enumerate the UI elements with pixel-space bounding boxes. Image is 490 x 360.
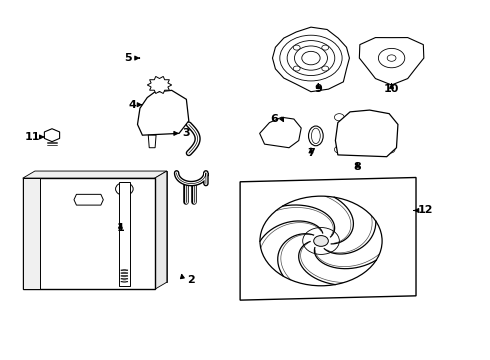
Circle shape bbox=[273, 124, 295, 139]
Polygon shape bbox=[148, 135, 156, 148]
Circle shape bbox=[334, 146, 344, 153]
Text: 4: 4 bbox=[129, 100, 137, 110]
Text: 11: 11 bbox=[24, 132, 40, 142]
Polygon shape bbox=[74, 194, 103, 205]
Circle shape bbox=[116, 183, 133, 195]
Text: 2: 2 bbox=[187, 275, 195, 285]
Ellipse shape bbox=[355, 126, 379, 141]
Text: 12: 12 bbox=[418, 206, 434, 216]
Polygon shape bbox=[147, 76, 172, 94]
Text: 1: 1 bbox=[117, 224, 124, 233]
Circle shape bbox=[294, 46, 327, 70]
Circle shape bbox=[278, 127, 291, 136]
Text: 9: 9 bbox=[315, 84, 322, 94]
Text: 5: 5 bbox=[124, 53, 131, 63]
Circle shape bbox=[314, 235, 328, 246]
Circle shape bbox=[302, 51, 320, 65]
Circle shape bbox=[310, 233, 332, 249]
Circle shape bbox=[303, 228, 340, 255]
Polygon shape bbox=[45, 129, 60, 141]
Ellipse shape bbox=[312, 128, 320, 144]
Text: 10: 10 bbox=[384, 84, 399, 94]
Circle shape bbox=[334, 114, 344, 121]
Polygon shape bbox=[23, 171, 167, 178]
Circle shape bbox=[387, 55, 396, 61]
Circle shape bbox=[294, 66, 300, 71]
Text: 7: 7 bbox=[307, 148, 315, 158]
Circle shape bbox=[154, 81, 165, 89]
Circle shape bbox=[322, 66, 329, 71]
Circle shape bbox=[294, 45, 300, 50]
Text: 8: 8 bbox=[353, 162, 361, 172]
Polygon shape bbox=[272, 27, 349, 92]
Ellipse shape bbox=[309, 126, 323, 146]
Circle shape bbox=[385, 146, 395, 153]
Circle shape bbox=[378, 48, 405, 68]
Circle shape bbox=[322, 45, 329, 50]
Circle shape bbox=[287, 41, 335, 76]
Ellipse shape bbox=[351, 123, 383, 144]
Polygon shape bbox=[35, 171, 167, 282]
Bar bbox=[23, 178, 155, 289]
Bar bbox=[23, 178, 40, 289]
Polygon shape bbox=[138, 90, 189, 135]
Polygon shape bbox=[359, 37, 424, 85]
Text: 3: 3 bbox=[183, 129, 190, 138]
Polygon shape bbox=[335, 110, 398, 157]
Circle shape bbox=[48, 130, 56, 135]
Text: 6: 6 bbox=[270, 114, 278, 124]
Circle shape bbox=[280, 35, 342, 81]
Circle shape bbox=[120, 185, 129, 193]
Circle shape bbox=[260, 196, 382, 286]
Bar bbox=[119, 182, 130, 286]
Polygon shape bbox=[155, 171, 167, 289]
Polygon shape bbox=[240, 177, 416, 300]
Polygon shape bbox=[260, 117, 301, 148]
